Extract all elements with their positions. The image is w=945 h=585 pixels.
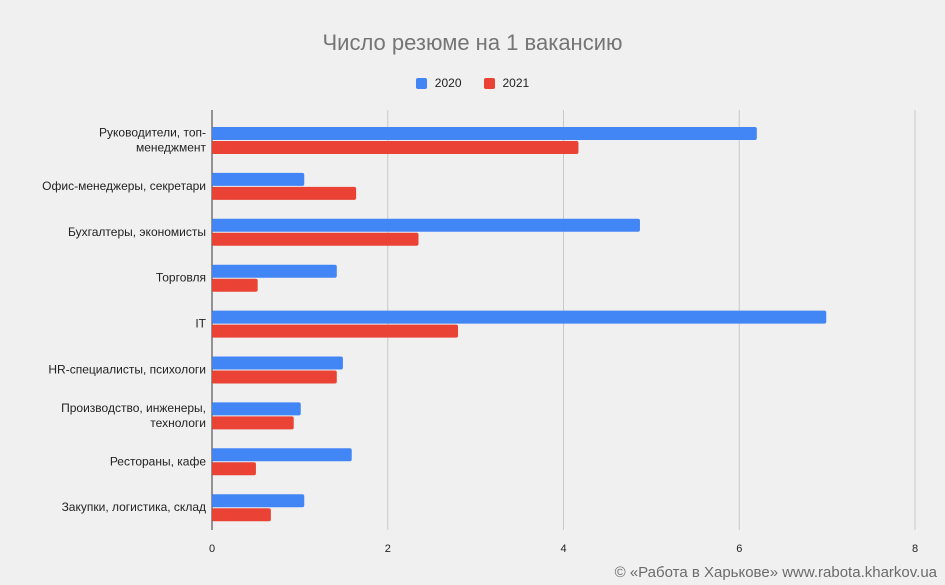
legend: 2020 2021 bbox=[0, 76, 945, 90]
category-label: Рестораны, кафе bbox=[110, 454, 207, 468]
category-label: Закупки, логистика, склад bbox=[62, 500, 206, 514]
x-tick-label: 4 bbox=[560, 543, 566, 555]
bar-2020 bbox=[212, 494, 305, 508]
category-label: технологи bbox=[150, 416, 206, 430]
x-tick-label: 0 bbox=[209, 543, 215, 555]
legend-item-2020[interactable]: 2020 bbox=[415, 76, 462, 90]
legend-swatch-2020 bbox=[415, 77, 427, 89]
bar-2020 bbox=[212, 310, 827, 324]
bar-2021 bbox=[212, 370, 337, 384]
bar-2020 bbox=[212, 448, 352, 462]
category-label: Руководители, топ- bbox=[99, 126, 206, 140]
bar-2021 bbox=[212, 324, 459, 338]
category-label: HR-специалисты, психологи bbox=[48, 363, 206, 377]
category-label: Производство, инженеры, bbox=[61, 401, 206, 415]
bar-2021 bbox=[212, 278, 258, 292]
bar-2021 bbox=[212, 416, 294, 430]
legend-swatch-2021 bbox=[483, 77, 495, 89]
bar-2021 bbox=[212, 508, 271, 522]
x-tick-label: 8 bbox=[912, 543, 918, 555]
bar-2021 bbox=[212, 141, 579, 154]
chart-title: Число резюме на 1 вакансию bbox=[322, 30, 623, 55]
x-tick-label: 6 bbox=[736, 543, 742, 555]
bar-2020 bbox=[212, 127, 757, 140]
bar-2020 bbox=[212, 172, 305, 186]
x-tick-label: 2 bbox=[385, 543, 391, 555]
bar-2020 bbox=[212, 264, 337, 278]
category-label: менеджмент bbox=[136, 141, 207, 155]
watermark: © «Работа в Харькове» www.rabota.kharkov… bbox=[614, 564, 937, 581]
bar-2020 bbox=[212, 218, 640, 232]
category-label: Офис-менеджеры, секретари bbox=[42, 179, 206, 193]
category-label: IT bbox=[195, 317, 206, 331]
category-label: Бухгалтеры, экономисты bbox=[68, 225, 206, 239]
legend-item-2021[interactable]: 2021 bbox=[483, 76, 530, 90]
category-label: Торговля bbox=[156, 271, 206, 285]
legend-label-2020: 2020 bbox=[434, 76, 462, 90]
bar-2021 bbox=[212, 186, 357, 200]
legend-label-2021: 2021 bbox=[502, 76, 530, 90]
bar-2020 bbox=[212, 402, 301, 416]
bar-2020 bbox=[212, 356, 343, 370]
bar-2021 bbox=[212, 232, 419, 246]
bar-2021 bbox=[212, 462, 256, 476]
